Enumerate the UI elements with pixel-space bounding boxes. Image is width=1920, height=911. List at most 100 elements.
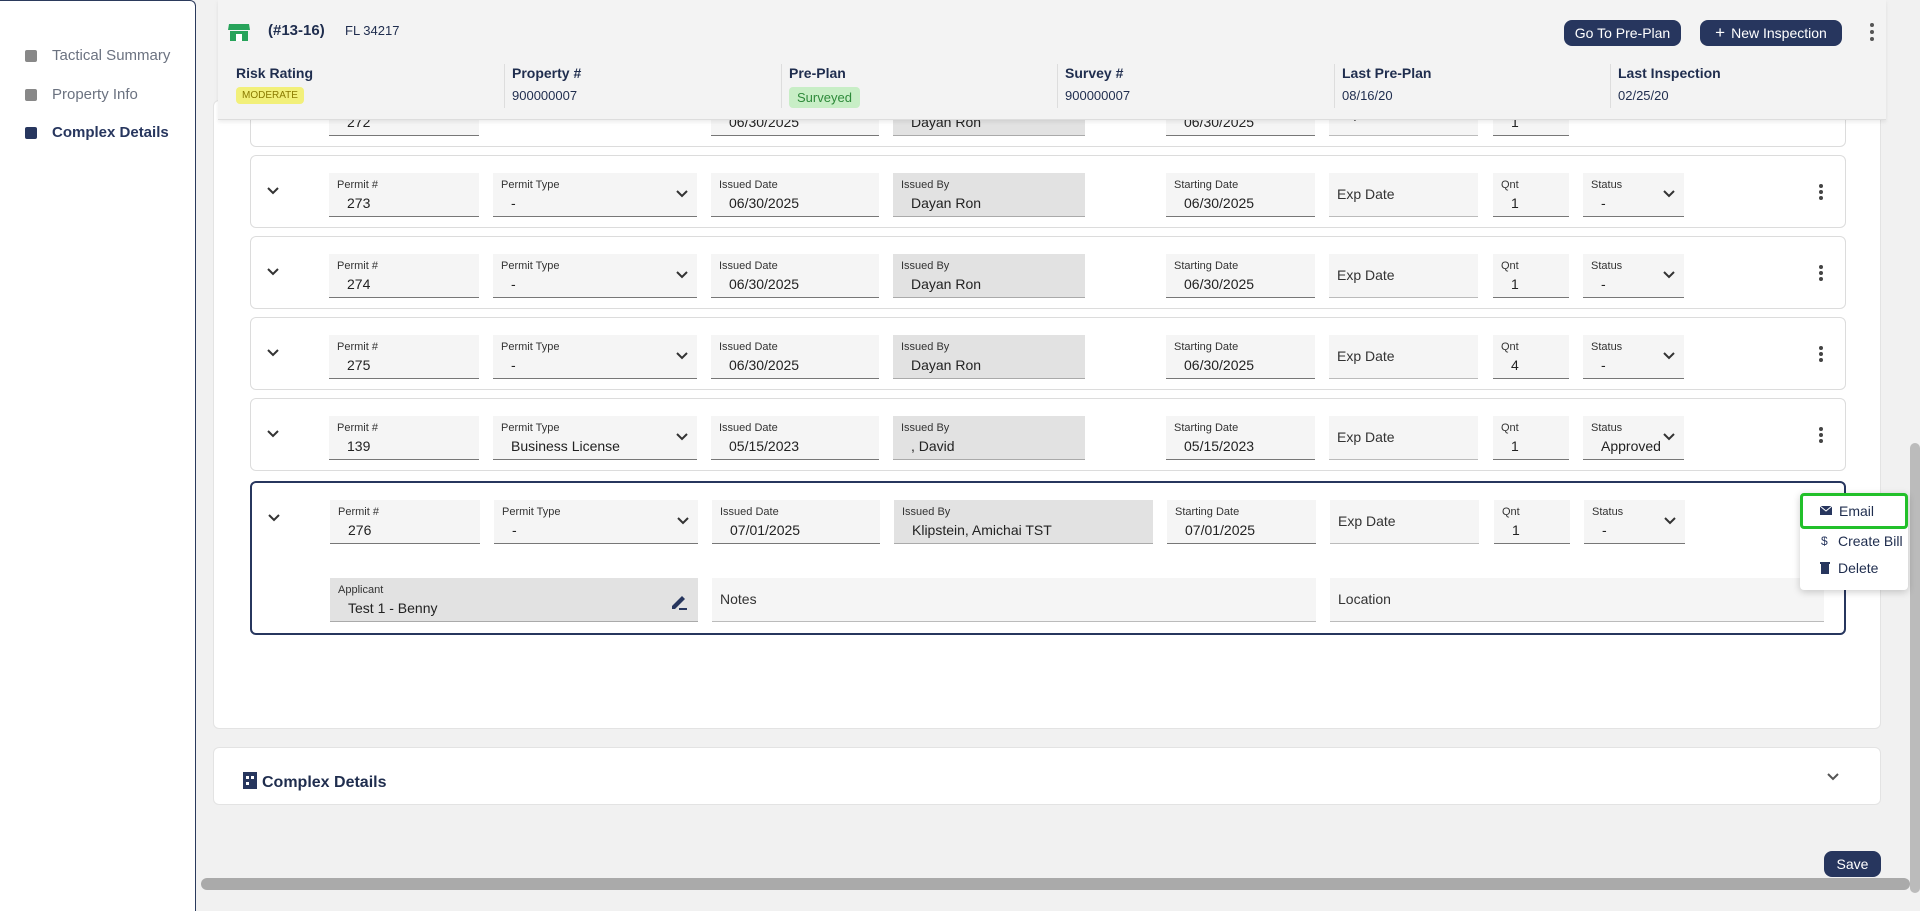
menu-item[interactable]: Email bbox=[1800, 493, 1908, 529]
field-value: 900000007 bbox=[1065, 88, 1131, 103]
new-inspection-label: New Inspection bbox=[1731, 25, 1827, 41]
field-label: Last Inspection bbox=[1618, 65, 1721, 81]
field-value: 05/15/2023 bbox=[1184, 438, 1255, 454]
row-expand[interactable] bbox=[266, 186, 280, 196]
issued-date-field[interactable]: Issued Date 06/30/2025 bbox=[711, 173, 879, 217]
status-field[interactable]: Status - bbox=[1583, 335, 1684, 379]
dropdown-arrow bbox=[1663, 271, 1675, 279]
field-value: 274 bbox=[347, 276, 371, 292]
field-value: 276 bbox=[348, 522, 372, 538]
dropdown-arrow bbox=[1663, 352, 1675, 360]
go-to-pre-plan-button[interactable]: Go To Pre-Plan bbox=[1564, 20, 1681, 46]
sidebar-item[interactable]: Complex Details bbox=[24, 124, 169, 141]
sidebar-icon bbox=[25, 88, 37, 101]
exp-date-field[interactable]: Exp Date bbox=[1330, 500, 1479, 544]
type-field[interactable]: Permit Type - bbox=[493, 173, 697, 217]
exp-date-field[interactable]: Exp Date bbox=[1329, 173, 1478, 217]
permit-row: Permit # 274 Permit Type - Issued Date 06/30/… bbox=[250, 236, 1846, 309]
issued-by-field: Issued By Dayan Ron bbox=[893, 254, 1085, 298]
complex-details-section[interactable]: Complex Details bbox=[213, 747, 1881, 805]
building-icon bbox=[243, 772, 257, 789]
issued-date-field[interactable]: Issued Date 05/15/2023 bbox=[711, 416, 879, 460]
exp-date-field[interactable]: Exp Date bbox=[1329, 416, 1478, 460]
permit-field[interactable]: Permit # 139 bbox=[329, 416, 479, 460]
status-field[interactable]: Status - bbox=[1584, 500, 1685, 544]
property-id: (#13-16) bbox=[268, 22, 325, 39]
qnt-field[interactable]: Qnt 4 bbox=[1493, 335, 1569, 379]
field-value: 06/30/2025 bbox=[1184, 276, 1255, 292]
type-field[interactable]: Permit Type - bbox=[493, 254, 697, 298]
permit-row: Permit # 275 Permit Type - Issued Date 06/30/… bbox=[250, 317, 1846, 390]
status-field[interactable]: Status Approved bbox=[1583, 416, 1684, 460]
starting-date-field[interactable]: Starting Date 06/30/2025 bbox=[1166, 335, 1315, 379]
field-value: - bbox=[511, 195, 516, 211]
menu-item[interactable]: Delete bbox=[1806, 556, 1906, 580]
permit-field[interactable]: Permit # 276 bbox=[330, 500, 480, 544]
menu-icon bbox=[1819, 505, 1833, 515]
row-expand[interactable] bbox=[266, 267, 280, 277]
permit-field[interactable]: Permit # 275 bbox=[329, 335, 479, 379]
starting-date-field[interactable]: Starting Date 06/30/2025 bbox=[1166, 173, 1315, 217]
type-field[interactable]: Permit Type - bbox=[493, 335, 697, 379]
field-value: 06/30/2025 bbox=[729, 357, 800, 373]
row-menu-button[interactable] bbox=[1818, 426, 1824, 444]
starting-date-field[interactable]: Starting Date 07/01/2025 bbox=[1167, 500, 1316, 544]
qnt-field[interactable]: Qnt 1 bbox=[1494, 500, 1570, 544]
row-expand[interactable] bbox=[266, 429, 280, 439]
starting-date-field[interactable]: Starting Date 05/15/2023 bbox=[1166, 416, 1315, 460]
plus-icon: + bbox=[1715, 23, 1726, 42]
save-button[interactable]: Save bbox=[1824, 851, 1881, 877]
divider bbox=[504, 64, 505, 108]
field-value: 1 bbox=[1511, 114, 1519, 130]
divider bbox=[1334, 64, 1335, 108]
row-expand[interactable] bbox=[267, 513, 281, 523]
property-address: FL 34217 bbox=[345, 23, 400, 38]
field-label: Permit Type bbox=[501, 260, 560, 272]
status-field[interactable]: Status - bbox=[1583, 173, 1684, 217]
issued-date-field[interactable]: Issued Date 06/30/2025 bbox=[711, 335, 879, 379]
qnt-field[interactable]: Qnt 1 bbox=[1493, 254, 1569, 298]
permit-field[interactable]: Permit # 273 bbox=[329, 173, 479, 217]
type-field[interactable]: Permit Type Business License bbox=[493, 416, 697, 460]
issued-by-field: Issued By Dayan Ron bbox=[893, 335, 1085, 379]
dropdown-arrow bbox=[676, 433, 688, 441]
issued-date-field[interactable]: Issued Date 07/01/2025 bbox=[712, 500, 880, 544]
sidebar-item[interactable]: Property Info bbox=[24, 86, 138, 103]
row-menu-button[interactable] bbox=[1818, 264, 1824, 282]
starting-date-field[interactable]: Starting Date 06/30/2025 bbox=[1166, 254, 1315, 298]
issued-date-field[interactable]: Issued Date 06/30/2025 bbox=[711, 254, 879, 298]
field-label: Permit # bbox=[337, 179, 378, 191]
row-menu-button[interactable] bbox=[1818, 183, 1824, 201]
permit-field[interactable]: Permit # 274 bbox=[329, 254, 479, 298]
dropdown-arrow bbox=[676, 352, 688, 360]
field-value: - bbox=[511, 357, 516, 373]
dropdown-arrow bbox=[1663, 433, 1675, 441]
placeholder: Exp Date bbox=[1337, 267, 1395, 283]
sidebar-item[interactable]: Tactical Summary bbox=[24, 47, 170, 64]
notes-field[interactable]: Notes bbox=[712, 578, 1316, 622]
expand-chevron[interactable] bbox=[1826, 772, 1840, 782]
field-value: 02/25/20 bbox=[1618, 88, 1669, 103]
new-inspection-button[interactable]: + New Inspection bbox=[1700, 20, 1842, 46]
exp-date-field[interactable]: Exp Date bbox=[1329, 254, 1478, 298]
row-menu-button[interactable] bbox=[1818, 345, 1824, 363]
menu-item[interactable]: $ Create Bill bbox=[1806, 529, 1906, 553]
location-field[interactable]: Location bbox=[1330, 578, 1824, 622]
type-field[interactable]: Permit Type - bbox=[494, 500, 698, 544]
permit-row: Permit # 139 Permit Type Business License Is… bbox=[250, 398, 1846, 471]
vertical-scrollbar[interactable] bbox=[1910, 443, 1920, 893]
qnt-field[interactable]: Qnt 1 bbox=[1493, 173, 1569, 217]
field-value: 1 bbox=[1512, 522, 1520, 538]
status-field[interactable]: Status - bbox=[1583, 254, 1684, 298]
exp-date-field[interactable]: Exp Date bbox=[1329, 335, 1478, 379]
header-menu[interactable] bbox=[1868, 22, 1876, 42]
placeholder: Location bbox=[1338, 591, 1391, 607]
field-label: Status bbox=[1591, 179, 1623, 191]
field-value: 1 bbox=[1511, 276, 1519, 292]
field-label: Starting Date bbox=[1174, 341, 1239, 353]
field-label: Issued Date bbox=[719, 422, 778, 434]
edit-icon[interactable] bbox=[670, 592, 688, 610]
row-expand[interactable] bbox=[266, 348, 280, 358]
horizontal-scrollbar[interactable] bbox=[201, 878, 1910, 890]
qnt-field[interactable]: Qnt 1 bbox=[1493, 416, 1569, 460]
